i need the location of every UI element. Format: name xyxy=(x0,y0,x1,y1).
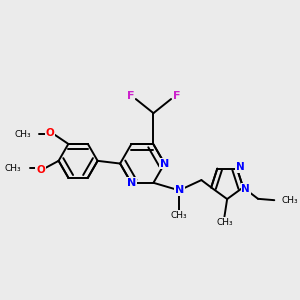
Text: CH₃: CH₃ xyxy=(216,218,233,226)
Text: N: N xyxy=(127,178,136,188)
Text: CH₃: CH₃ xyxy=(5,164,22,173)
Text: N: N xyxy=(160,158,169,169)
Text: N: N xyxy=(242,184,250,194)
Text: CH₃: CH₃ xyxy=(281,196,298,205)
Text: N: N xyxy=(175,185,184,195)
Text: F: F xyxy=(127,91,134,101)
Text: O: O xyxy=(36,165,45,175)
Text: CH₃: CH₃ xyxy=(15,130,31,139)
Text: N: N xyxy=(236,162,244,172)
Text: F: F xyxy=(173,91,180,101)
Text: O: O xyxy=(46,128,55,138)
Text: CH₃: CH₃ xyxy=(171,211,188,220)
